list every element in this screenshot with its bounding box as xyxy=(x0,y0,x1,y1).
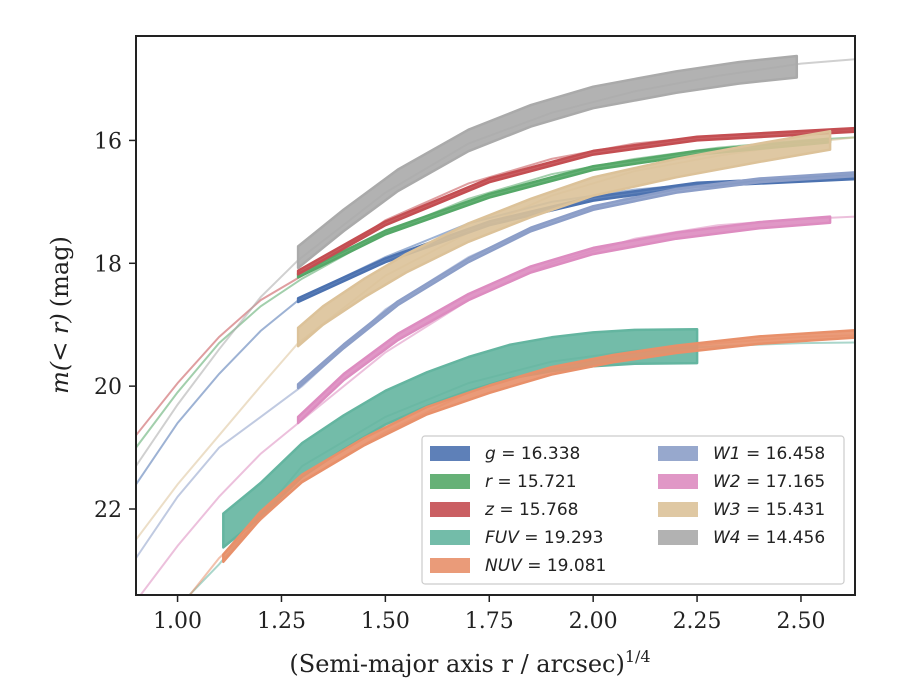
x-tick-label: 1.75 xyxy=(465,609,514,634)
x-tick-label: 1.00 xyxy=(153,609,202,634)
legend-swatch-w2 xyxy=(658,474,698,489)
series-w4-band xyxy=(296,54,799,270)
x-tick-label: 2.25 xyxy=(673,609,722,634)
legend-swatch-z xyxy=(430,502,470,517)
y-axis-label-main: m(< r) xyxy=(46,313,74,394)
y-axis-label: m(< r) (mag) xyxy=(46,236,74,394)
series-w2-band xyxy=(296,215,832,425)
series-z-band xyxy=(296,126,855,276)
series-w2-model-line xyxy=(139,215,855,595)
plot-frame xyxy=(135,35,856,596)
legend-swatch-w3 xyxy=(658,502,698,517)
legend-swatch-r xyxy=(430,474,470,489)
series-layer xyxy=(136,54,855,595)
x-axis-ticks: 1.00 1.25 1.50 1.75 2.00 2.25 2.50 xyxy=(153,595,825,634)
legend-entry-nuv: NUV = 19.081 xyxy=(485,556,606,576)
y-tick-label: 18 xyxy=(94,252,122,277)
y-tick-label: 20 xyxy=(94,375,122,400)
series-w3-band xyxy=(296,129,832,348)
legend-swatch-g xyxy=(430,446,470,461)
y-tick-label: 22 xyxy=(94,498,122,523)
series-w1-band xyxy=(296,171,855,390)
x-axis-label-exponent: 1/4 xyxy=(625,647,651,666)
legend-entry-w1: W1 = 16.458 xyxy=(713,444,825,464)
legend-swatch-fuv xyxy=(430,530,470,545)
x-tick-label: 2.00 xyxy=(569,609,618,634)
y-tick-label: 16 xyxy=(94,129,122,154)
legend-swatch-w4 xyxy=(658,530,698,545)
legend-entry-g: g = 16.338 xyxy=(485,444,580,464)
legend-entry-w2: W2 = 17.165 xyxy=(713,472,825,492)
legend-entry-z: z = 15.768 xyxy=(484,500,578,520)
x-tick-label: 1.50 xyxy=(361,609,410,634)
legend-box xyxy=(421,435,845,585)
y-axis-label-unit: (mag) xyxy=(46,236,74,307)
legend-swatch-nuv xyxy=(430,558,470,573)
legend-entry-fuv: FUV = 19.293 xyxy=(485,528,603,548)
x-axis-label: (Semi-major axis r / arcsec)1/4 xyxy=(289,647,650,678)
series-nuv-band xyxy=(222,328,855,564)
legend-swatch-w1 xyxy=(658,446,698,461)
legend-entry-w4: W4 = 14.456 xyxy=(713,528,825,548)
legend-entry-r: r = 15.721 xyxy=(485,472,577,492)
y-axis-ticks: 16 18 20 22 xyxy=(94,129,136,523)
x-tick-label: 2.50 xyxy=(776,609,825,634)
x-axis-label-main: (Semi-major axis r / arcsec) xyxy=(289,650,624,678)
legend-entry-w3: W3 = 15.431 xyxy=(713,500,825,520)
x-tick-label: 1.25 xyxy=(257,609,306,634)
legend: g = 16.338 r = 15.721 z = 15.768 FUV = 19.2… xyxy=(421,435,845,585)
